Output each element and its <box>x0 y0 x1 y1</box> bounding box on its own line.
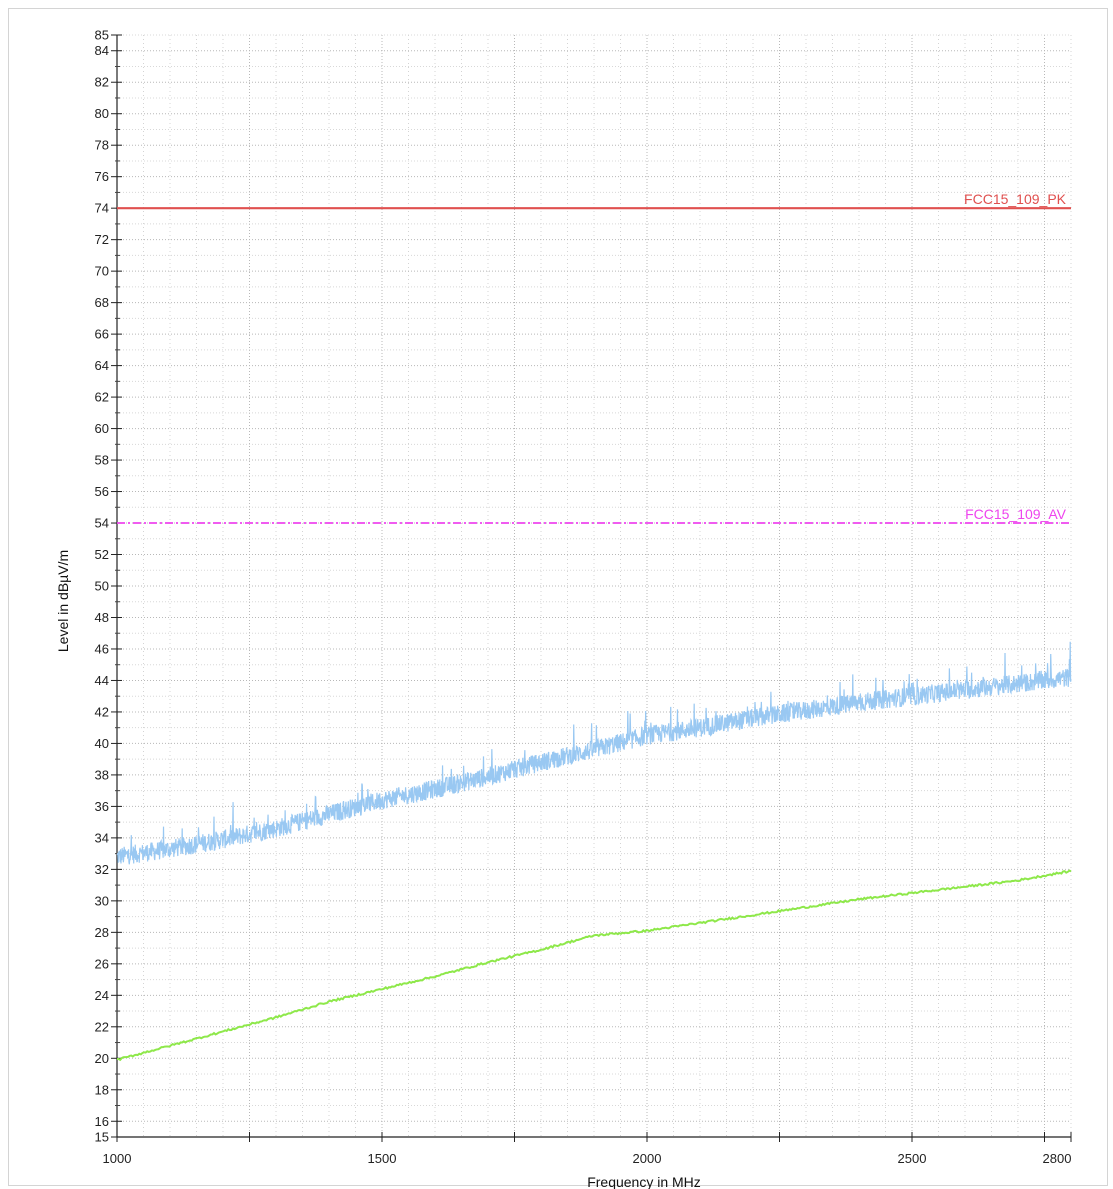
y-tick-label: 36 <box>95 799 109 814</box>
x-tick-label: 2800 <box>1043 1151 1072 1166</box>
y-tick-label: 76 <box>95 169 109 184</box>
y-tick-label: 20 <box>95 1051 109 1066</box>
y-tick-label: 40 <box>95 736 109 751</box>
y-tick-label: 80 <box>95 106 109 121</box>
y-tick-label: 68 <box>95 295 109 310</box>
y-tick-label: 62 <box>95 390 109 405</box>
x-tick-label: 2500 <box>898 1151 927 1166</box>
y-tick-label: 44 <box>95 673 109 688</box>
x-tick-label: 2000 <box>633 1151 662 1166</box>
limit-label-fcc15_109_pk: FCC15_109_PK <box>964 191 1067 207</box>
y-tick-label: 52 <box>95 547 109 562</box>
series-line-1 <box>116 641 1072 865</box>
chart-frame <box>8 8 1108 1186</box>
x-tick-label: 1000 <box>103 1151 132 1166</box>
y-tick-label: 42 <box>95 704 109 719</box>
y-tick-label: 85 <box>95 28 109 43</box>
y-tick-label: 46 <box>95 641 109 656</box>
y-tick-label: 70 <box>95 264 109 279</box>
x-tick-label: 1500 <box>368 1151 397 1166</box>
y-tick-label: 18 <box>95 1082 109 1097</box>
y-tick-label: 24 <box>95 988 109 1003</box>
y-tick-label: 74 <box>95 201 109 216</box>
y-axis-title: Level in dBµV/m <box>55 550 71 652</box>
y-tick-label: 26 <box>95 956 109 971</box>
y-tick-label: 64 <box>95 358 109 373</box>
y-tick-label: 16 <box>95 1114 109 1129</box>
series-line-2 <box>116 869 1072 1062</box>
y-tick-label: 56 <box>95 484 109 499</box>
y-tick-label: 22 <box>95 1019 109 1034</box>
x-axis-title: Frequency in MHz <box>587 1174 701 1189</box>
y-tick-label: 84 <box>95 43 109 58</box>
y-tick-label: 28 <box>95 925 109 940</box>
y-tick-label: 82 <box>95 75 109 90</box>
y-tick-label: 54 <box>95 516 109 531</box>
y-tick-label: 30 <box>95 893 109 908</box>
y-tick-label: 60 <box>95 421 109 436</box>
y-tick-label: 72 <box>95 232 109 247</box>
y-tick-label: 38 <box>95 767 109 782</box>
limit-label-fcc15_109_av: FCC15_109_AV <box>965 506 1067 522</box>
y-tick-label: 66 <box>95 327 109 342</box>
y-tick-label: 15 <box>95 1130 109 1145</box>
y-tick-label: 50 <box>95 579 109 594</box>
y-tick-label: 34 <box>95 830 109 845</box>
y-tick-label: 32 <box>95 862 109 877</box>
y-tick-label: 58 <box>95 453 109 468</box>
y-tick-label: 78 <box>95 138 109 153</box>
y-tick-label: 48 <box>95 610 109 625</box>
